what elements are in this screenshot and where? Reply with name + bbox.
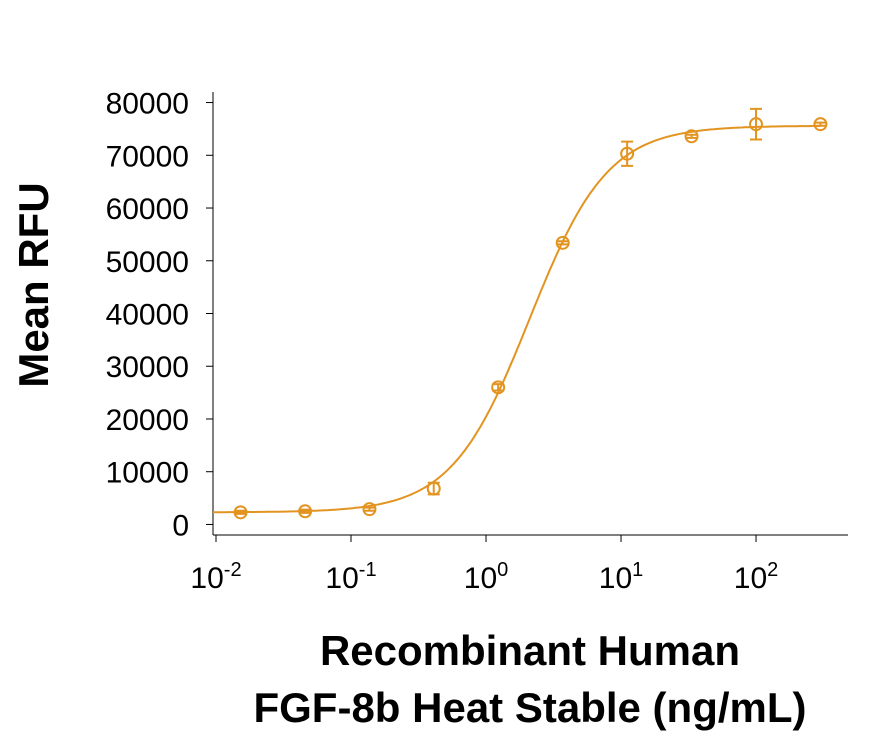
x-tick-label: 101: [599, 559, 644, 595]
data-point: [298, 504, 313, 519]
x-axis-title: FGF-8b Heat Stable (ng/mL): [253, 684, 806, 731]
error-bar: [750, 107, 763, 141]
x-tick-exponent: -1: [359, 559, 377, 581]
data-point: [555, 235, 570, 250]
x-tick-base: 10: [734, 562, 767, 595]
error-bar: [621, 140, 634, 167]
x-tick-label: 10-1: [325, 559, 376, 595]
x-tick-exponent: 2: [767, 559, 778, 581]
y-tick-label: 80000: [106, 88, 189, 121]
error-bar: [234, 509, 247, 515]
data-point: [749, 117, 764, 132]
y-tick-label: 70000: [106, 140, 189, 173]
x-tick-base: 10: [464, 562, 497, 595]
error-bar: [685, 133, 698, 139]
y-axis-title: Mean RFU: [10, 182, 57, 387]
data-point: [491, 380, 506, 395]
x-tick-label: 100: [464, 559, 509, 595]
error-bar: [363, 506, 376, 512]
x-tick-base: 10: [599, 562, 632, 595]
data-point: [233, 505, 248, 520]
data-point: [362, 502, 377, 517]
error-bar: [299, 508, 312, 514]
x-tick-exponent: 1: [632, 559, 643, 581]
y-tick-label: 20000: [106, 404, 189, 437]
x-tick-exponent: -2: [224, 559, 242, 581]
x-tick-base: 10: [325, 562, 358, 595]
y-tick-label: 10000: [106, 457, 189, 490]
error-bar: [556, 240, 569, 246]
error-bar: [814, 121, 827, 127]
data-point: [620, 146, 635, 161]
y-tick-label: 30000: [106, 351, 189, 384]
fit-curve: [213, 125, 821, 514]
y-tick-label: 0: [172, 509, 189, 542]
x-tick-exponent: 0: [497, 559, 508, 581]
data-point: [813, 117, 828, 132]
x-tick-base: 10: [190, 562, 223, 595]
data-point: [684, 129, 699, 144]
data-point: [426, 481, 441, 496]
x-tick-label: 102: [734, 559, 779, 595]
y-tick-label: 60000: [106, 193, 189, 226]
x-tick-label: 10-2: [190, 559, 241, 595]
y-tick-label: 50000: [106, 246, 189, 279]
y-tick-label: 40000: [106, 299, 189, 332]
x-axis-title: Recombinant Human: [320, 627, 740, 674]
